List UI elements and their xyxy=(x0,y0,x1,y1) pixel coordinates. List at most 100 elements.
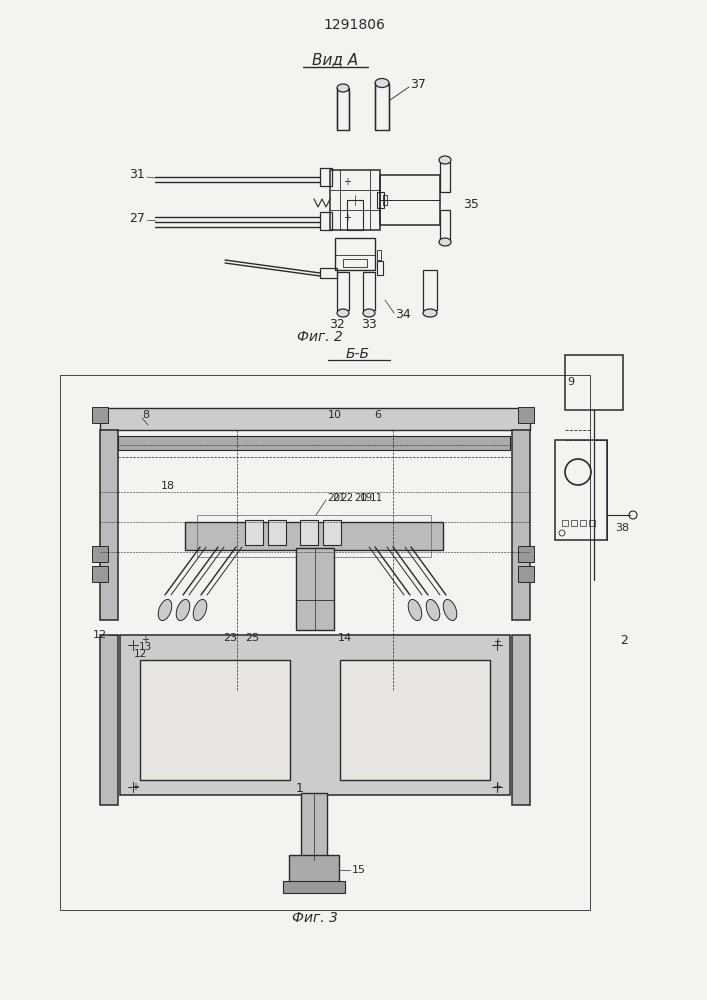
Text: 35: 35 xyxy=(463,198,479,212)
Bar xyxy=(423,270,437,310)
Ellipse shape xyxy=(193,599,206,621)
Text: +: + xyxy=(131,782,139,792)
Text: 11: 11 xyxy=(370,493,383,503)
Bar xyxy=(92,407,108,423)
Ellipse shape xyxy=(426,599,440,621)
Text: +: + xyxy=(343,177,351,187)
Ellipse shape xyxy=(439,156,451,164)
Bar xyxy=(440,162,450,192)
Text: Фиг. 3: Фиг. 3 xyxy=(292,911,338,925)
Text: 38: 38 xyxy=(615,523,629,533)
Bar xyxy=(140,660,290,780)
Bar xyxy=(289,855,339,885)
Bar xyxy=(363,272,375,310)
Text: 10: 10 xyxy=(328,410,342,420)
Bar xyxy=(518,566,534,582)
Text: Фиг. 2: Фиг. 2 xyxy=(297,330,343,344)
Bar xyxy=(377,261,383,275)
Text: Б-Б: Б-Б xyxy=(346,347,370,361)
Bar xyxy=(185,522,443,550)
Bar xyxy=(347,200,363,230)
Bar xyxy=(320,268,337,278)
Bar xyxy=(300,520,318,545)
Text: 12: 12 xyxy=(93,630,107,640)
Text: 13: 13 xyxy=(139,642,151,652)
Bar xyxy=(377,250,381,260)
Bar xyxy=(512,635,530,805)
Text: +: + xyxy=(493,637,501,647)
Bar xyxy=(245,520,263,545)
Ellipse shape xyxy=(375,79,389,88)
Bar xyxy=(323,520,341,545)
Bar xyxy=(197,515,431,557)
Text: 15: 15 xyxy=(352,865,366,875)
Text: 18: 18 xyxy=(161,481,175,491)
Bar xyxy=(440,210,450,240)
Text: 32: 32 xyxy=(329,318,345,332)
Bar xyxy=(580,520,586,526)
Bar xyxy=(383,195,387,205)
Text: 20: 20 xyxy=(327,493,340,503)
Text: 21: 21 xyxy=(332,493,345,503)
Bar xyxy=(335,238,375,270)
Bar xyxy=(330,170,380,230)
Ellipse shape xyxy=(423,309,437,317)
Text: 19: 19 xyxy=(360,493,373,503)
Bar xyxy=(92,566,108,582)
Text: 9: 9 xyxy=(567,377,574,387)
Ellipse shape xyxy=(158,599,172,621)
Text: 34: 34 xyxy=(395,308,411,322)
Text: 14: 14 xyxy=(338,633,352,643)
Bar xyxy=(562,520,568,526)
Bar xyxy=(92,546,108,562)
Bar xyxy=(120,635,510,795)
Text: 12: 12 xyxy=(134,649,146,659)
Bar xyxy=(337,272,349,310)
Bar xyxy=(565,355,623,410)
Bar xyxy=(320,212,332,230)
Text: 27: 27 xyxy=(129,213,145,226)
Bar xyxy=(555,440,607,540)
Text: 1: 1 xyxy=(296,782,304,794)
Bar xyxy=(100,635,118,805)
Text: +: + xyxy=(141,635,149,645)
Text: 31: 31 xyxy=(129,168,145,182)
Bar xyxy=(301,793,327,860)
Text: +: + xyxy=(343,213,351,223)
Bar xyxy=(340,660,490,780)
Bar xyxy=(337,90,349,130)
Bar xyxy=(518,407,534,423)
Bar xyxy=(100,430,118,620)
Text: Вид А: Вид А xyxy=(312,52,358,68)
Bar xyxy=(518,546,534,562)
Ellipse shape xyxy=(408,599,422,621)
Text: 22: 22 xyxy=(340,493,354,503)
Text: 8: 8 xyxy=(142,410,149,420)
Ellipse shape xyxy=(337,84,349,92)
Bar xyxy=(268,520,286,545)
Bar xyxy=(375,85,389,130)
Text: 2: 2 xyxy=(620,634,628,647)
Bar xyxy=(380,175,440,225)
Ellipse shape xyxy=(337,309,349,317)
Ellipse shape xyxy=(363,309,375,317)
Text: 1291806: 1291806 xyxy=(323,18,385,32)
Bar xyxy=(512,430,530,620)
Ellipse shape xyxy=(176,599,189,621)
Ellipse shape xyxy=(443,599,457,621)
Bar xyxy=(343,259,367,267)
Text: 33: 33 xyxy=(361,318,377,332)
Bar xyxy=(118,436,510,450)
Text: +: + xyxy=(493,782,501,792)
Bar xyxy=(377,192,384,208)
Text: 20: 20 xyxy=(354,493,367,503)
Bar xyxy=(100,408,530,430)
Bar xyxy=(589,520,595,526)
Bar xyxy=(60,375,590,910)
Ellipse shape xyxy=(439,238,451,246)
Bar xyxy=(571,520,577,526)
Text: 37: 37 xyxy=(410,79,426,92)
Text: 23: 23 xyxy=(223,633,237,643)
Bar xyxy=(296,548,334,630)
Bar xyxy=(283,881,345,893)
